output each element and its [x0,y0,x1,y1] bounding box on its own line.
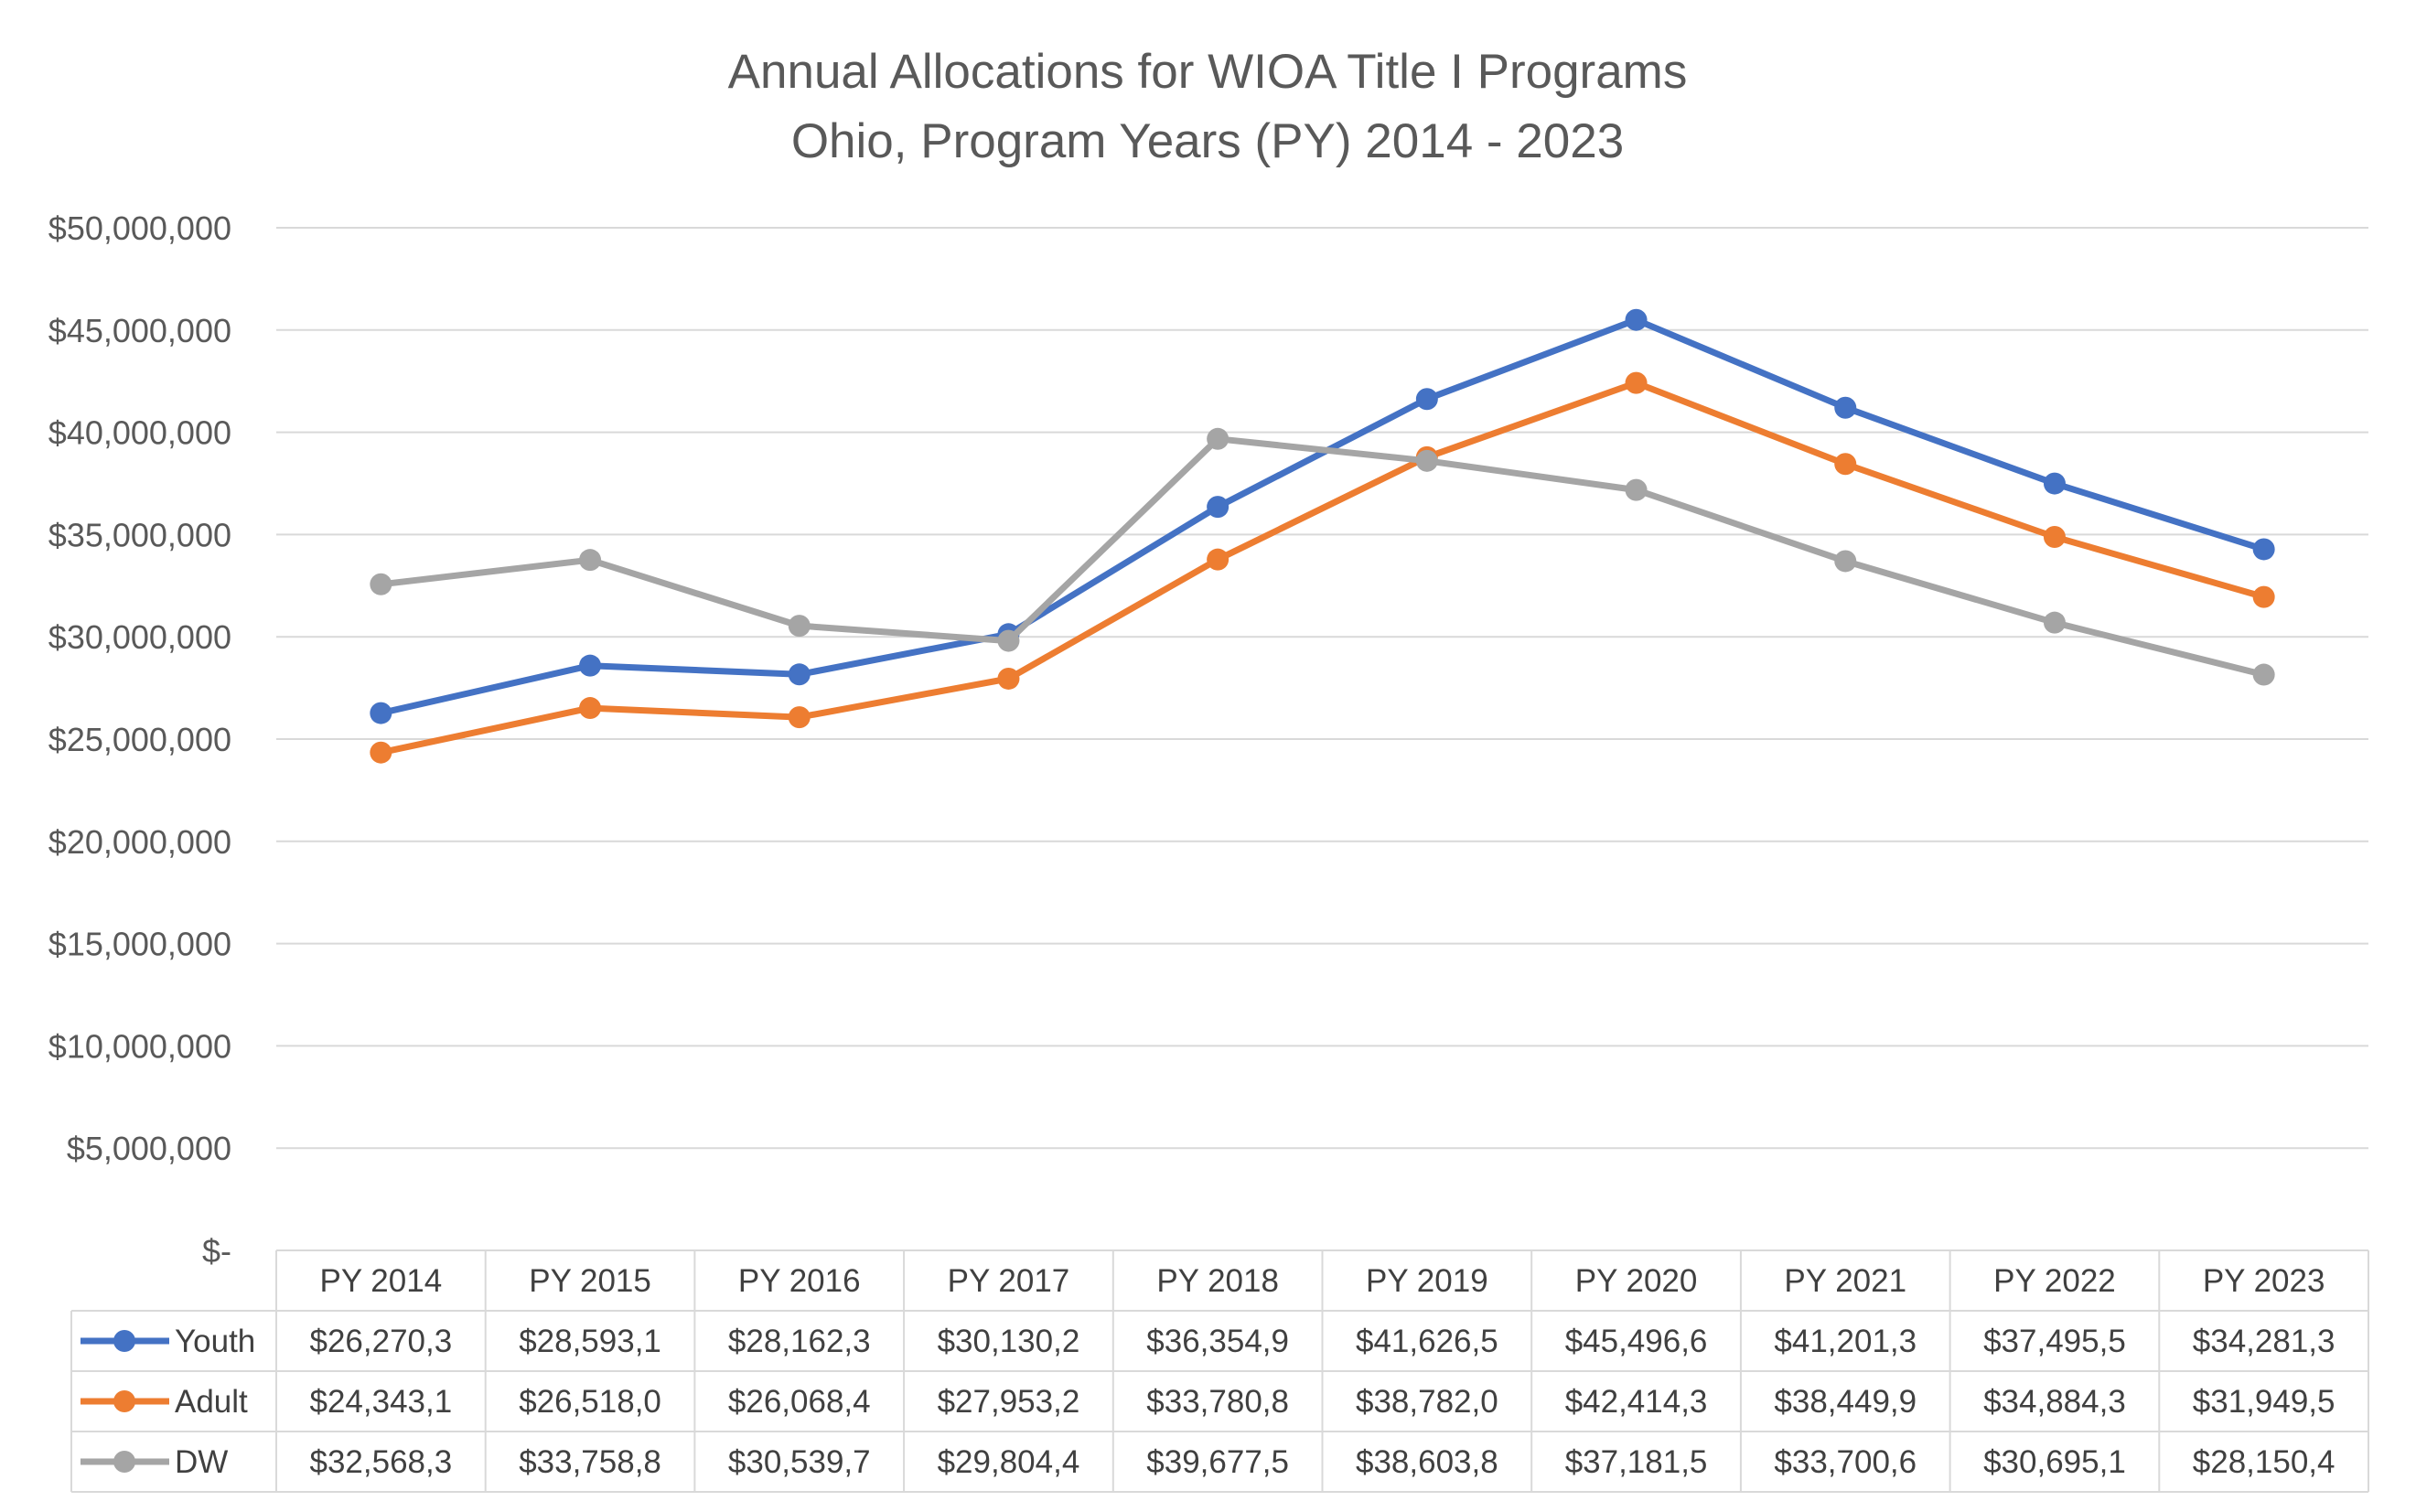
data-point [2043,525,2066,548]
legend-label: DW [175,1444,228,1480]
data-point [2043,472,2066,495]
chart-subtitle: Ohio, Program Years (PY) 2014 - 2023 [791,114,1624,168]
table-value: $33,780,8 [1146,1384,1289,1420]
data-point [788,615,811,638]
data-table: PY 2014 PY 2015 PY 2016 PY 2017 PY 2018 PY 20… [70,1249,2369,1493]
category-label: PY 2017 [948,1263,1070,1299]
data-point [370,702,392,724]
table-value: $41,626,5 [1356,1324,1498,1359]
table-value: $37,181,5 [1565,1444,1708,1480]
table-value: $34,884,3 [1983,1384,2126,1420]
table-value: $45,496,6 [1565,1324,1708,1359]
data-point [370,573,392,595]
table-value: $38,449,9 [1774,1384,1917,1420]
y-tick-label: $50,000,000 [48,209,231,247]
series-line [377,435,2268,679]
category-label: PY 2014 [320,1263,443,1299]
legend-key-marker [113,1451,135,1473]
data-point [370,741,392,764]
data-point [1207,427,1229,450]
table-value: $26,270,3 [309,1324,452,1359]
legend-key-marker [113,1390,135,1412]
category-label: PY 2019 [1366,1263,1488,1299]
y-tick-label: $20,000,000 [48,823,231,861]
table-value: $28,150,4 [2193,1444,2335,1480]
y-tick-label: $40,000,000 [48,414,231,452]
legend-label: Youth [175,1324,255,1359]
table-value: $28,162,3 [728,1324,871,1359]
gridlines [276,227,2368,1150]
table-value: $28,593,1 [519,1324,661,1359]
table-value: $37,495,5 [1983,1324,2126,1359]
y-axis-tick-labels: $- $5,000,000 $10,000,000 $15,000,000 $20,00… [48,209,231,1270]
category-label: PY 2021 [1784,1263,1906,1299]
table-value: $39,677,5 [1146,1444,1289,1480]
legend-label: Adult [175,1384,248,1420]
series-line [377,380,2268,756]
table-value: $41,201,3 [1774,1324,1917,1359]
data-point [788,706,811,729]
data-point [579,549,602,572]
category-label: PY 2016 [738,1263,861,1299]
data-point [1625,371,1648,394]
data-point [997,667,1020,690]
data-point [997,629,1020,652]
table-value: $30,130,2 [938,1324,1080,1359]
data-point [1834,453,1857,476]
y-tick-label: $25,000,000 [48,721,231,758]
data-point [1415,449,1438,472]
table-value: $24,343,1 [309,1384,452,1420]
category-label: PY 2018 [1156,1263,1279,1299]
table-value: $38,782,0 [1356,1384,1498,1420]
data-point [1415,388,1438,411]
table-value: $26,518,0 [519,1384,661,1420]
data-point [2043,611,2066,634]
table-value: $29,804,4 [938,1444,1080,1480]
table-value: $36,354,9 [1146,1324,1289,1359]
data-point [1207,496,1229,519]
y-tick-label: $30,000,000 [48,618,231,656]
y-tick-label: $- [202,1232,231,1270]
table-value: $30,539,7 [728,1444,871,1480]
table-value: $27,953,2 [938,1384,1080,1420]
data-point [1625,478,1648,501]
category-label: PY 2023 [2203,1263,2325,1299]
table-value: $38,603,8 [1356,1444,1498,1480]
table-value: $33,700,6 [1774,1444,1917,1480]
data-point [1834,550,1857,573]
table-value: $34,281,3 [2193,1324,2335,1359]
y-tick-label: $45,000,000 [48,312,231,349]
y-tick-label: $15,000,000 [48,926,231,963]
data-point [2252,663,2275,686]
data-point [2252,538,2275,561]
series-adult [370,371,2275,764]
y-tick-label: $5,000,000 [67,1130,231,1167]
category-label: PY 2020 [1575,1263,1698,1299]
legend-key-marker [113,1330,135,1352]
data-point [2252,585,2275,608]
data-point [579,697,602,720]
table-value: $33,758,8 [519,1444,661,1480]
series-dw [370,427,2275,686]
y-tick-label: $35,000,000 [48,516,231,553]
category-label: PY 2015 [529,1263,651,1299]
y-tick-label: $10,000,000 [48,1027,231,1065]
series-line [377,316,2268,717]
data-point [579,654,602,677]
category-label: PY 2022 [1993,1263,2116,1299]
series-lines [370,308,2275,764]
table-value: $31,949,5 [2193,1384,2335,1420]
data-point [1207,548,1229,571]
table-value: $26,068,4 [728,1384,871,1420]
table-value: $30,695,1 [1983,1444,2126,1480]
data-point [1834,396,1857,419]
chart-title: Annual Allocations for WIOA Title I Prog… [728,45,1688,99]
table-value: $42,414,3 [1565,1384,1708,1420]
table-value: $32,568,3 [309,1444,452,1480]
data-point [1625,308,1648,331]
data-point [788,663,811,686]
